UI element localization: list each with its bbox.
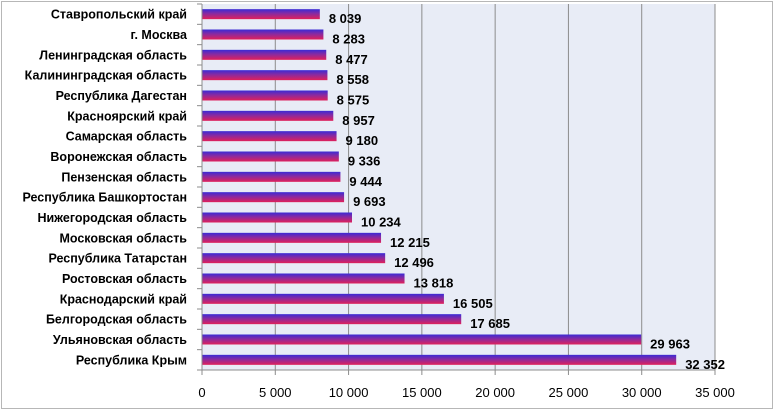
category-label: Нижегородская область xyxy=(37,211,187,225)
bar xyxy=(202,9,320,20)
bar xyxy=(202,29,324,40)
x-tick-label: 25 000 xyxy=(549,385,589,400)
x-tick-label: 10 000 xyxy=(329,385,369,400)
category-label: Краснодарский край xyxy=(60,292,187,306)
data-label: 9 180 xyxy=(346,133,379,148)
bar xyxy=(202,110,334,121)
category-label: Ленинградская область xyxy=(39,48,187,62)
category-label: Пензенская область xyxy=(61,170,187,184)
labels: Ставропольский край 8 039 г. Москва 8 283 Ле… xyxy=(22,8,725,372)
data-label: 8 575 xyxy=(337,93,370,108)
data-label: 8 039 xyxy=(329,11,362,26)
data-label: 32 352 xyxy=(685,357,725,372)
axes: 0 5 000 10 000 15 000 20 000 25 000 30 000 35 0… xyxy=(197,3,735,400)
bars xyxy=(202,9,677,365)
x-tick-label: 15 000 xyxy=(402,385,442,400)
category-label: Ростовская область xyxy=(62,272,187,286)
category-label: г. Москва xyxy=(131,28,189,42)
gridlines xyxy=(274,4,716,370)
category-label: Республика Татарстан xyxy=(48,252,187,266)
bar xyxy=(202,49,327,60)
bar xyxy=(202,334,642,345)
data-label: 12 496 xyxy=(394,255,434,270)
category-label: Самарская область xyxy=(66,130,188,144)
bar xyxy=(202,293,444,304)
data-label: 10 234 xyxy=(361,215,402,230)
category-label: Калининградская область xyxy=(25,69,188,83)
bar xyxy=(202,232,382,243)
data-label: 8 283 xyxy=(332,32,365,47)
data-label: 9 693 xyxy=(353,194,386,209)
category-label: Республика Крым xyxy=(76,353,187,367)
bar xyxy=(202,131,337,142)
category-label: Ульяновская область xyxy=(53,333,187,347)
bar xyxy=(202,70,328,81)
plot-area xyxy=(202,4,715,370)
data-label: 8 477 xyxy=(335,52,368,67)
x-tick-label: 30 000 xyxy=(622,385,662,400)
data-label: 13 818 xyxy=(414,276,454,291)
bar xyxy=(202,253,386,264)
x-tick-label: 35 000 xyxy=(695,385,735,400)
bar xyxy=(202,314,462,325)
data-label: 8 957 xyxy=(342,113,375,128)
bar xyxy=(202,212,353,223)
bar xyxy=(202,90,328,101)
data-label: 9 444 xyxy=(349,174,382,189)
category-label: Московская область xyxy=(59,231,187,245)
bar xyxy=(202,354,677,365)
data-label: 16 505 xyxy=(453,296,493,311)
data-label: 12 215 xyxy=(390,235,430,250)
data-label: 8 558 xyxy=(336,72,369,87)
category-label: Республика Башкортостан xyxy=(22,191,187,205)
category-label: Воронежская область xyxy=(50,150,187,164)
data-label: 9 336 xyxy=(348,154,381,169)
category-label: Красноярский край xyxy=(67,109,187,123)
x-tick-label: 20 000 xyxy=(475,385,515,400)
x-tick-label: 5 000 xyxy=(259,385,292,400)
data-label: 17 685 xyxy=(470,316,510,331)
category-label: Республика Дагестан xyxy=(56,89,187,103)
bar xyxy=(202,151,339,162)
x-tick-label: 0 xyxy=(198,385,205,400)
bar xyxy=(202,192,345,203)
bar xyxy=(202,273,405,284)
bar xyxy=(202,171,341,182)
category-label: Белгородская область xyxy=(46,313,187,327)
category-label: Ставропольский край xyxy=(51,8,187,22)
data-label: 29 963 xyxy=(650,337,690,352)
